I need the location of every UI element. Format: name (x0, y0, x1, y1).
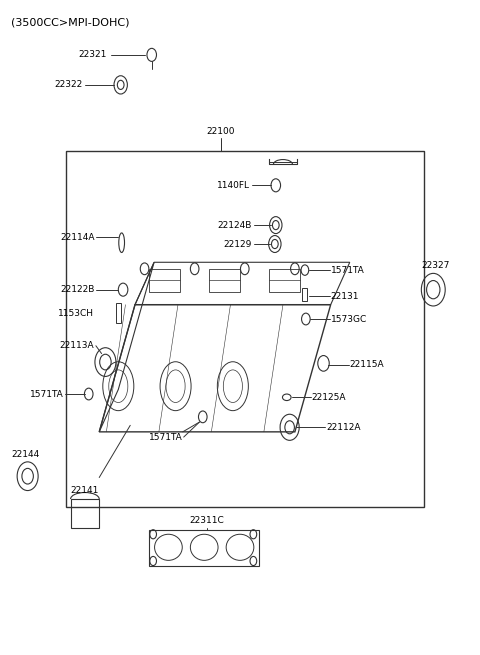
Text: 22129: 22129 (224, 240, 252, 248)
Text: 1573GC: 1573GC (331, 314, 367, 324)
Bar (149, 530, 259, 565)
Text: 22113A: 22113A (60, 341, 95, 350)
Text: 22327: 22327 (421, 261, 450, 270)
Text: 1571TA: 1571TA (149, 432, 183, 441)
Text: 22322: 22322 (54, 81, 83, 89)
Text: (3500CC>MPI-DOHC): (3500CC>MPI-DOHC) (11, 18, 130, 28)
Text: 22122B: 22122B (60, 285, 95, 294)
Text: 1140FL: 1140FL (216, 181, 250, 190)
Text: 22124B: 22124B (217, 221, 252, 230)
Bar (209, 269, 240, 291)
Bar (149, 269, 180, 291)
Text: 1571TA: 1571TA (331, 266, 364, 274)
Text: 22311C: 22311C (189, 516, 224, 525)
Bar (269, 269, 300, 291)
Bar (66, 151, 424, 507)
Text: 22141: 22141 (71, 486, 99, 495)
Text: 22112A: 22112A (326, 422, 360, 432)
Bar (116, 303, 120, 323)
Text: 22125A: 22125A (312, 393, 346, 402)
Text: 22100: 22100 (207, 128, 235, 136)
Text: 22321: 22321 (78, 50, 107, 60)
Text: 22114A: 22114A (60, 233, 95, 242)
Text: 22131: 22131 (331, 291, 359, 301)
Text: 1153CH: 1153CH (59, 309, 95, 318)
Bar (71, 499, 99, 529)
Text: 22144: 22144 (11, 450, 39, 459)
Text: 22115A: 22115A (350, 360, 384, 369)
Text: 1571TA: 1571TA (30, 390, 63, 398)
Bar (302, 288, 307, 301)
